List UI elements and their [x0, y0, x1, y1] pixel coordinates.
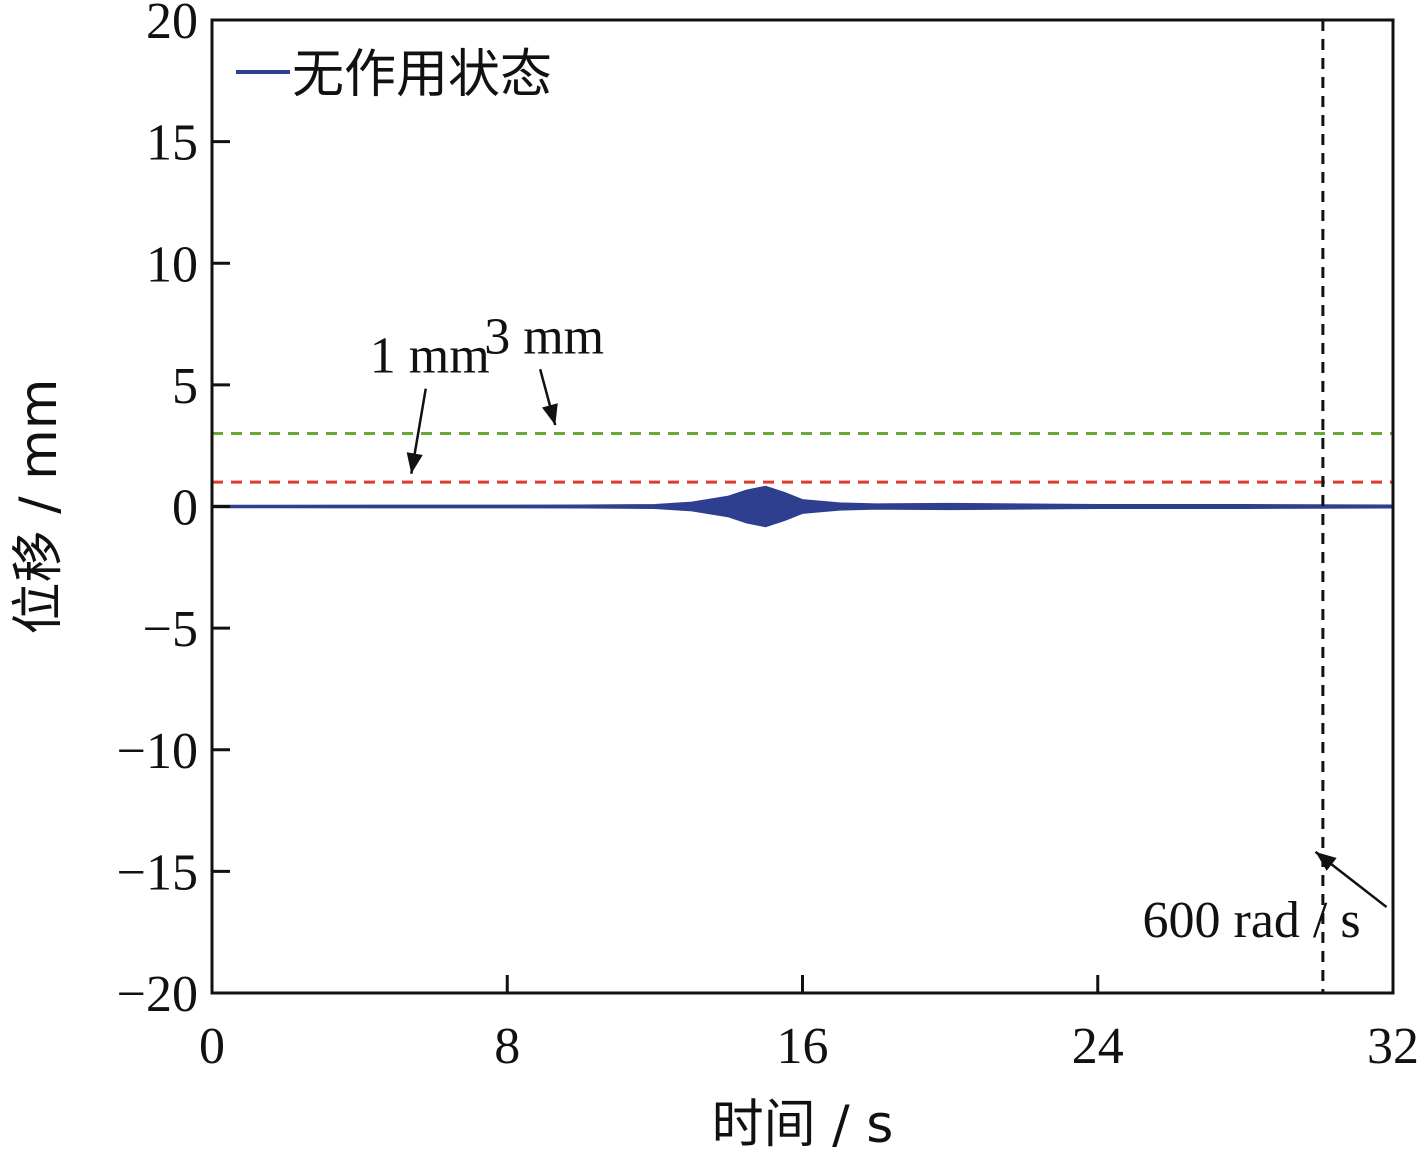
- y-tick-label: 20: [146, 0, 198, 50]
- ref-line-3-mm-arrow-head: [542, 403, 558, 426]
- x-tick-label: 0: [199, 1018, 225, 1075]
- y-tick-label: −5: [143, 601, 198, 658]
- x-tick-label: 24: [1072, 1018, 1124, 1075]
- x-axis-title: 时间 / s: [712, 1095, 894, 1152]
- legend: 无作用状态: [236, 45, 552, 105]
- y-tick-label: 0: [172, 480, 198, 537]
- ref-line-1-mm-label: 1 mm: [370, 328, 490, 385]
- y-tick-label: 10: [146, 236, 198, 293]
- x-tick-label: 16: [777, 1018, 829, 1075]
- ref-line-3-mm-label: 3 mm: [484, 308, 604, 365]
- legend-label: 无作用状态: [292, 45, 552, 105]
- ref-line-1-mm-arrow-head: [406, 452, 423, 474]
- y-tick-label: 5: [172, 358, 198, 415]
- x-tick-label: 8: [494, 1018, 520, 1075]
- y-tick-label: −15: [117, 844, 198, 901]
- y-tick-label: −10: [117, 723, 198, 780]
- ref-line-600-rad-s-arrow-head: [1315, 851, 1337, 871]
- x-tick-label: 32: [1367, 1018, 1419, 1075]
- y-tick-label: −20: [117, 966, 198, 1023]
- ref-line-600-rad-s-label: 600 rad / s: [1143, 892, 1361, 949]
- y-axis-title: 位移 / mm: [9, 379, 69, 635]
- y-tick-label: 15: [146, 115, 198, 172]
